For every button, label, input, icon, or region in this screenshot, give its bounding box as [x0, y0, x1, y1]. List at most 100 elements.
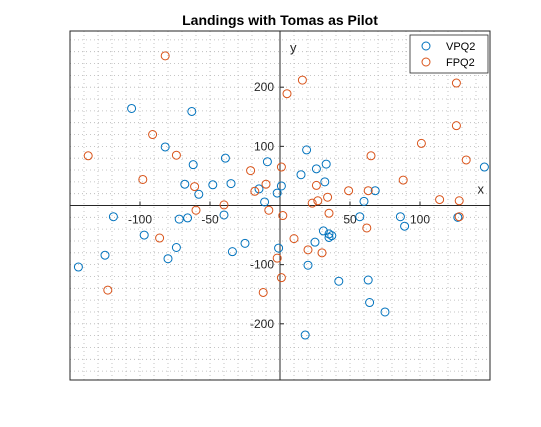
- plot-area: -100 -50 50 100 -200 -100 100 200 x y: [69, 30, 491, 381]
- data-point: [138, 174, 148, 184]
- legend-box: [409, 34, 489, 74]
- data-point: [355, 212, 365, 222]
- data-point: [451, 121, 461, 131]
- data-point: [370, 186, 380, 196]
- data-point: [363, 186, 373, 196]
- data-point: [240, 238, 250, 248]
- data-point: [262, 157, 272, 167]
- data-point: [272, 253, 282, 263]
- data-point: [103, 285, 113, 295]
- y-tick-label: 100: [254, 139, 274, 153]
- data-point: [187, 106, 197, 116]
- data-point: [318, 226, 328, 236]
- data-point: [323, 192, 333, 202]
- x-tick-label: 100: [410, 213, 430, 227]
- data-point: [300, 330, 310, 340]
- data-point: [359, 196, 369, 206]
- data-point: [278, 211, 288, 221]
- data-point: [276, 181, 286, 191]
- legend-marker: [421, 41, 431, 51]
- data-point: [260, 197, 270, 207]
- y-axis-label: y: [290, 40, 297, 55]
- data-point: [416, 138, 426, 148]
- data-point: [276, 162, 286, 172]
- data-point: [174, 214, 184, 224]
- legend-label: VPQ2: [446, 41, 475, 53]
- data-point: [219, 210, 229, 220]
- data-point: [395, 212, 405, 222]
- data-point: [171, 150, 181, 160]
- data-point: [83, 151, 93, 161]
- data-point: [311, 164, 321, 174]
- data-point: [400, 221, 410, 231]
- data-point: [479, 162, 489, 172]
- data-point: [127, 103, 137, 113]
- data-point: [454, 212, 464, 222]
- data-point: [219, 200, 229, 210]
- data-point: [220, 153, 230, 163]
- legend-label: FPQ2: [446, 57, 475, 69]
- data-point: [73, 262, 83, 272]
- data-point: [311, 180, 321, 190]
- data-point: [148, 130, 158, 140]
- data-point: [302, 145, 312, 155]
- data-point: [183, 213, 193, 223]
- data-point: [191, 205, 201, 215]
- data-point: [324, 229, 334, 239]
- data-point: [313, 196, 323, 206]
- data-point: [317, 248, 327, 258]
- data-point: [435, 195, 445, 205]
- data-point: [451, 78, 461, 88]
- data-point: [227, 247, 237, 257]
- data-point: [327, 231, 337, 241]
- data-point: [289, 234, 299, 244]
- data-point: [324, 232, 334, 242]
- data-point: [362, 223, 372, 233]
- series-fpq2: [83, 51, 471, 297]
- data-point: [366, 151, 376, 161]
- data-point: [254, 184, 264, 194]
- data-point: [380, 307, 390, 317]
- data-point: [324, 208, 334, 218]
- data-point: [208, 180, 218, 190]
- y-tick-label: 200: [254, 80, 274, 94]
- data-point: [190, 182, 200, 192]
- data-point: [307, 198, 317, 208]
- data-point: [246, 166, 256, 176]
- data-point: [139, 230, 149, 240]
- data-point: [344, 186, 354, 196]
- chart-title: Landings with Tomas as Pilot: [182, 12, 378, 28]
- x-axis-label: x: [478, 182, 485, 197]
- data-point: [100, 250, 110, 260]
- data-point: [264, 205, 274, 215]
- data-point: [320, 177, 330, 187]
- y-tick-label: -200: [250, 317, 274, 331]
- data-point: [108, 212, 118, 222]
- data-point: [297, 75, 307, 85]
- data-point: [274, 243, 284, 253]
- data-point: [250, 186, 260, 196]
- x-tick-label: -100: [128, 213, 152, 227]
- data-point: [398, 175, 408, 185]
- data-point: [303, 260, 313, 270]
- data-point: [363, 275, 373, 285]
- x-tick-label: -50: [201, 213, 219, 227]
- data-point: [171, 242, 181, 252]
- data-point: [194, 189, 204, 199]
- data-point: [296, 170, 306, 180]
- data-point: [365, 298, 375, 308]
- data-point: [160, 51, 170, 61]
- data-point: [261, 179, 271, 189]
- data-point: [160, 142, 170, 152]
- data-point: [461, 155, 471, 165]
- data-point: [334, 276, 344, 286]
- data-point: [155, 233, 165, 243]
- data-point: [276, 273, 286, 283]
- data-point: [454, 196, 464, 206]
- data-point: [226, 179, 236, 189]
- series-vpq2: [73, 103, 489, 340]
- data-point: [258, 287, 268, 297]
- data-point: [310, 237, 320, 247]
- x-tick-label: 50: [343, 213, 357, 227]
